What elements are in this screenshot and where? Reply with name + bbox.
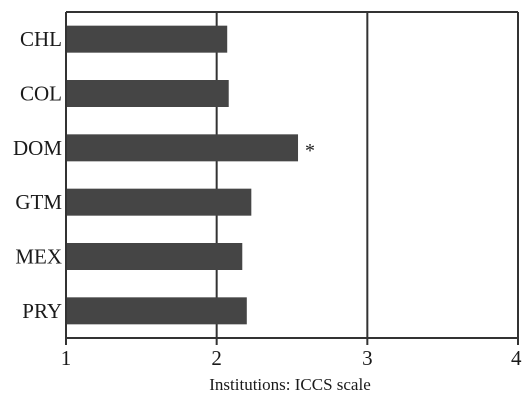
category-label-gtm: GTM <box>15 190 62 214</box>
bar-mex <box>66 243 243 270</box>
bars <box>66 25 299 325</box>
annotations: * <box>305 140 315 162</box>
plot-frame <box>65 11 518 339</box>
x-tick-label-1: 1 <box>61 346 72 370</box>
x-axis-title: Institutions: ICCS scale <box>209 375 371 394</box>
bar-pry <box>66 297 247 325</box>
x-tick-label-3: 3 <box>362 346 373 370</box>
category-label-pry: PRY <box>22 299 62 323</box>
category-label-dom: DOM <box>13 136 62 160</box>
bar-gtm <box>66 188 252 216</box>
x-tick-label-2: 2 <box>211 346 222 370</box>
grid-lines <box>215 12 519 338</box>
category-labels: CHL COL DOM GTM MEX PRY <box>13 27 62 323</box>
x-tick-labels: 1 2 3 4 <box>61 338 522 370</box>
category-label-chl: CHL <box>20 27 62 51</box>
category-label-col: COL <box>20 82 62 106</box>
x-tick-label-4: 4 <box>511 346 522 370</box>
bar-col <box>66 80 229 107</box>
annotation-dom: * <box>305 140 315 162</box>
bar-dom <box>66 134 299 162</box>
category-label-mex: MEX <box>15 245 62 269</box>
bar-chl <box>66 25 228 53</box>
